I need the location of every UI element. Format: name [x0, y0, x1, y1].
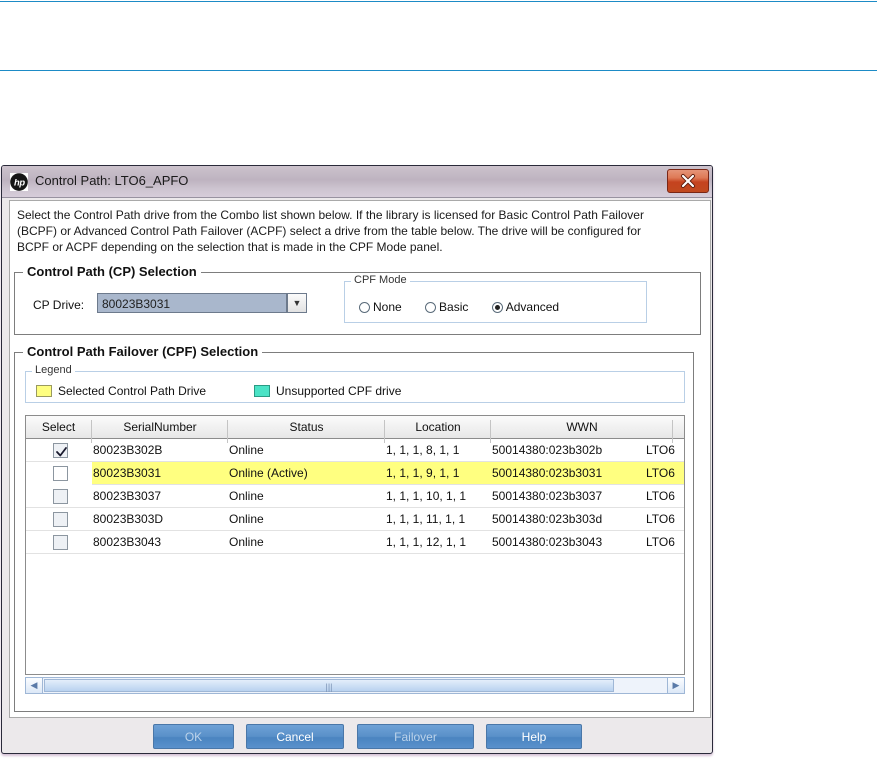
svg-text:hp: hp	[14, 177, 25, 187]
